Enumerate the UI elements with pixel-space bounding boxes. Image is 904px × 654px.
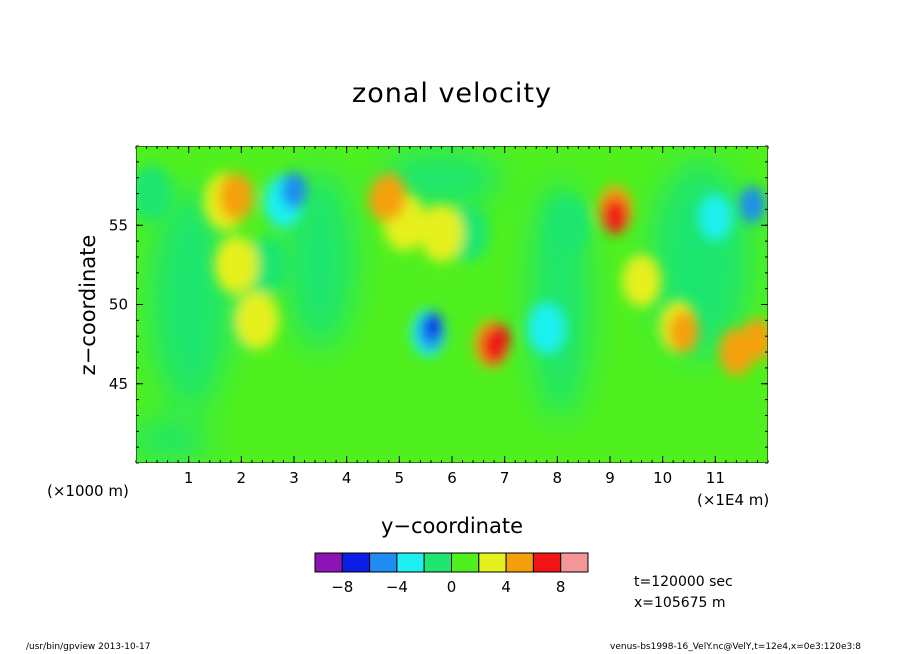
colorbar-swatch (341, 552, 371, 573)
colorbar-tick-label: 8 (556, 578, 566, 596)
colorbar-swatch (478, 552, 507, 573)
y-axis-label: z−coordinate (76, 234, 100, 376)
contour-feature (622, 254, 661, 307)
x-tick-label: 10 (653, 469, 672, 487)
colorbar-swatch (396, 552, 425, 573)
contour-feature (742, 318, 768, 361)
y-axis-unit: (×1000 m) (47, 482, 129, 500)
contour-feature (214, 236, 258, 294)
contour-feature (246, 236, 290, 294)
chart-title: zonal velocity (352, 78, 552, 109)
colorbar-swatch (314, 552, 343, 573)
contour-feature (739, 186, 765, 224)
contour-feature (698, 193, 733, 241)
colorbar-swatch (532, 552, 562, 573)
y-tick-label: 45 (109, 375, 128, 393)
contour-feature (136, 164, 174, 223)
y-tick-label: 55 (109, 216, 128, 234)
x-tick-label: 11 (706, 469, 725, 487)
colorbar-swatch (369, 552, 398, 573)
x-tick-label: 3 (289, 469, 299, 487)
colorbar-swatch (560, 552, 589, 573)
x-tick-label: 7 (500, 469, 510, 487)
footer-left: /usr/bin/gpview 2013-10-17 (26, 642, 151, 652)
contour-feature (488, 323, 510, 356)
x-tick-label: 1 (184, 469, 194, 487)
colorbar-swatch (423, 552, 453, 573)
x-tick-label: 8 (553, 469, 563, 487)
x-tick-label: 6 (447, 469, 457, 487)
x-tick-label: 4 (342, 469, 352, 487)
colorbar-tick-label: −4 (386, 578, 408, 596)
x-tick-label: 5 (395, 469, 405, 487)
contour-feature (368, 178, 399, 221)
contour-feature (419, 204, 464, 262)
footer-right: venus-bs1998-16_VelY.nc@VelY,t=12e4,x=0e… (610, 642, 861, 652)
colorbar-tick-label: 0 (447, 578, 457, 596)
x-tick-label: 2 (237, 469, 247, 487)
contour-feature (668, 310, 699, 353)
colorbar-tick-label: −8 (331, 578, 353, 596)
x-axis-label: y−coordinate (380, 514, 524, 538)
contour-feature (218, 173, 254, 221)
y-tick-label: 50 (109, 296, 128, 314)
plot-area (136, 146, 768, 463)
contour-feature (527, 302, 567, 355)
colorbar-swatch (505, 552, 534, 573)
contour-feature (602, 197, 629, 235)
contour-feature (235, 291, 279, 350)
colorbar: −8 −4 0 4 8 (314, 552, 589, 596)
position-info: x=105675 m (634, 595, 726, 611)
colorbar-tick-label: 4 (501, 578, 511, 596)
time-info: t=120000 sec (634, 574, 733, 590)
x-axis-unit: (×1E4 m) (697, 491, 770, 509)
colorbar-swatch (451, 552, 480, 573)
contour-feature (281, 171, 307, 209)
x-tick-label: 9 (605, 469, 615, 487)
contour-feature (546, 196, 590, 255)
contour-feature (425, 311, 442, 339)
